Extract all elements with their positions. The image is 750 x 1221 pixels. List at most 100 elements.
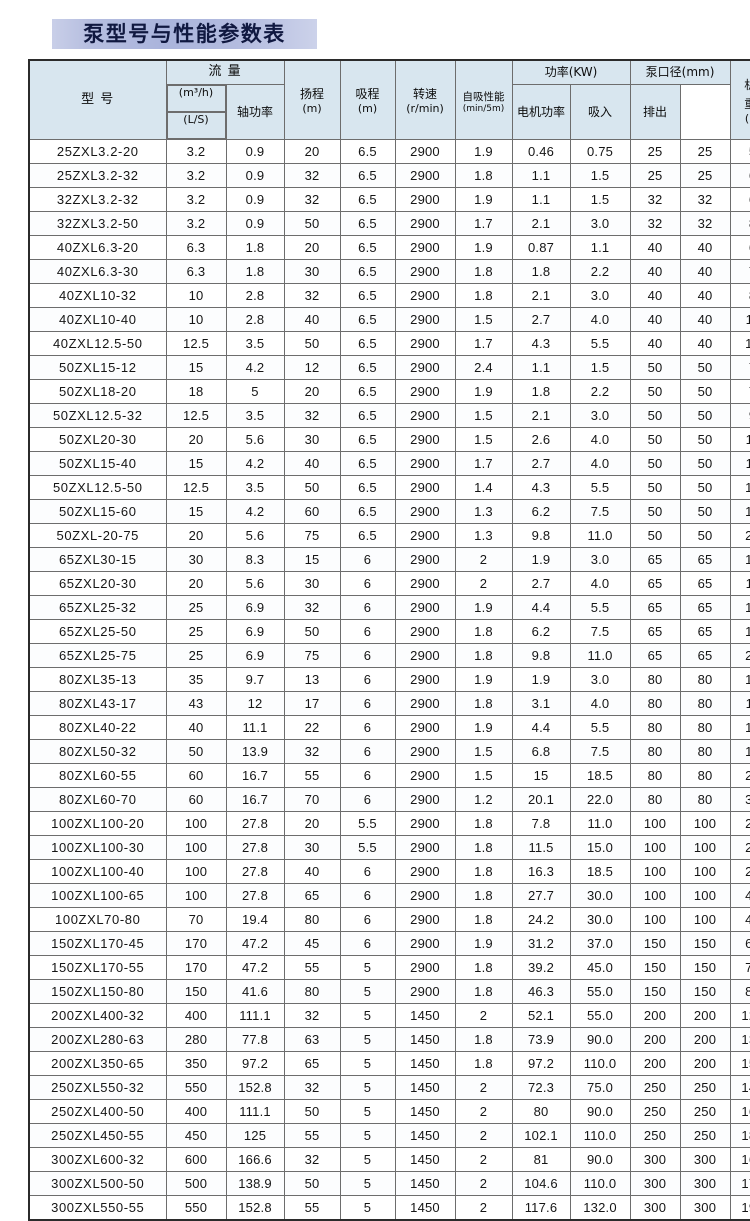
cell-value: 2: [454, 1147, 513, 1172]
cell-value: 52.1: [511, 1003, 571, 1028]
cell-value: 1.5: [454, 427, 513, 452]
cell-value: 280: [729, 763, 750, 788]
col-header-speed-label: 转速: [413, 87, 438, 102]
cell-value: 1.8: [225, 259, 285, 284]
cell-value: 5: [339, 1195, 396, 1221]
cell-value: 19.4: [225, 907, 285, 932]
cell-value: 40: [679, 331, 731, 356]
cell-model: 300ZXL600-32: [28, 1147, 167, 1172]
cell-model: 100ZXL100-30: [28, 835, 167, 860]
cell-model: 100ZXL100-65: [28, 883, 167, 908]
cell-value: 1.8: [454, 163, 513, 188]
cell-value: 12.5: [165, 403, 227, 428]
cell-model: 80ZXL50-32: [28, 739, 167, 764]
cell-value: 1.1: [511, 163, 571, 188]
cell-value: 16.3: [511, 859, 571, 884]
cell-value: 2.8: [225, 307, 285, 332]
cell-value: 100: [629, 907, 681, 932]
cell-value: 2900: [394, 859, 456, 884]
cell-value: 50: [679, 451, 731, 476]
cell-value: 2900: [394, 883, 456, 908]
col-header-self-priming: 自吸性能 (min/5m): [454, 59, 513, 140]
cell-value: 90.0: [569, 1027, 631, 1052]
cell-value: 90.0: [569, 1147, 631, 1172]
col-header-bore-out: 排出: [629, 84, 681, 140]
cell-value: 55: [283, 763, 341, 788]
cell-model: 150ZXL170-55: [28, 955, 167, 980]
cell-value: 50: [629, 499, 681, 524]
cell-model: 300ZXL500-50: [28, 1171, 167, 1196]
cell-value: 6: [339, 547, 396, 572]
cell-value: 100: [679, 811, 731, 836]
cell-value: 3.0: [569, 211, 631, 236]
cell-model: 65ZXL25-75: [28, 643, 167, 668]
cell-model: 40ZXL12.5-50: [28, 331, 167, 356]
cell-value: 6.5: [339, 523, 396, 548]
table-row: 100ZXL100-40 100 27.8 40 6 2900 1.8 16.3 18.5 100…: [28, 859, 750, 884]
cell-value: 3.2: [165, 139, 227, 164]
cell-value: 80: [629, 691, 681, 716]
cell-value: 22.0: [569, 787, 631, 812]
cell-value: 65: [629, 595, 681, 620]
cell-value: 27.8: [225, 811, 285, 836]
cell-model: 100ZXL100-40: [28, 859, 167, 884]
cell-value: 1.5: [454, 403, 513, 428]
cell-value: 2.2: [569, 379, 631, 404]
cell-value: 400: [165, 1003, 227, 1028]
cell-model: 25ZXL3.2-20: [28, 139, 167, 164]
cell-value: 102.1: [511, 1123, 571, 1148]
cell-value: 6: [339, 595, 396, 620]
cell-value: 1.9: [454, 715, 513, 740]
cell-value: 1.8: [454, 691, 513, 716]
cell-value: 1.5: [454, 307, 513, 332]
cell-value: 27.8: [225, 835, 285, 860]
cell-value: 1.2: [454, 787, 513, 812]
page-title-banner: 泵型号与性能参数表: [52, 19, 317, 49]
cell-value: 110.0: [569, 1123, 631, 1148]
cell-value: 30.0: [569, 883, 631, 908]
table-row: 40ZXL12.5-50 12.5 3.5 50 6.5 2900 1.7 4.3 5.5 40 4…: [28, 331, 750, 356]
cell-value: 81: [511, 1147, 571, 1172]
cell-value: 2900: [394, 499, 456, 524]
table-row: 250ZXL400-50 400 111.1 50 5 1450 2 80 90.0 250 250…: [28, 1099, 750, 1124]
cell-value: 1.9: [454, 235, 513, 260]
cell-value: 8.3: [225, 547, 285, 572]
cell-value: 100: [629, 811, 681, 836]
cell-value: 1.1: [511, 187, 571, 212]
cell-model: 150ZXL170-45: [28, 931, 167, 956]
cell-value: 2.1: [511, 403, 571, 428]
table-row: 200ZXL350-65 350 97.2 65 5 1450 1.8 97.2 110.0 20…: [28, 1051, 750, 1076]
cell-value: 50: [679, 499, 731, 524]
cell-value: 37.0: [569, 931, 631, 956]
cell-value: 1450: [394, 1075, 456, 1100]
cell-value: 6: [339, 643, 396, 668]
cell-value: 50: [679, 355, 731, 380]
cell-value: 6.2: [511, 619, 571, 644]
cell-value: 7.8: [511, 811, 571, 836]
col-header-suction: 吸程 (m): [339, 59, 396, 140]
col-header-self-priming-unit: (min/5m): [462, 103, 505, 114]
cell-value: 2900: [394, 955, 456, 980]
cell-value: 30: [283, 835, 341, 860]
cell-value: 3.2: [165, 211, 227, 236]
cell-value: 400: [165, 1099, 227, 1124]
cell-value: 65: [283, 883, 341, 908]
cell-value: 65: [629, 547, 681, 572]
cell-value: 2900: [394, 595, 456, 620]
cell-value: 100: [629, 883, 681, 908]
cell-value: 200: [679, 1051, 731, 1076]
cell-value: 65: [679, 547, 731, 572]
col-header-speed-unit: (r/min): [406, 102, 444, 116]
cell-value: 110.0: [569, 1171, 631, 1196]
cell-value: 1.9: [511, 667, 571, 692]
cell-value: 2: [454, 1003, 513, 1028]
cell-value: 47.2: [225, 931, 285, 956]
cell-value: 5: [339, 979, 396, 1004]
table-row: 200ZXL400-32 400 111.1 32 5 1450 2 52.1 55.0 200 2…: [28, 1003, 750, 1028]
cell-value: 0.9: [225, 163, 285, 188]
cell-value: 85: [729, 283, 750, 308]
cell-value: 5: [225, 379, 285, 404]
cell-model: 40ZXL10-32: [28, 283, 167, 308]
